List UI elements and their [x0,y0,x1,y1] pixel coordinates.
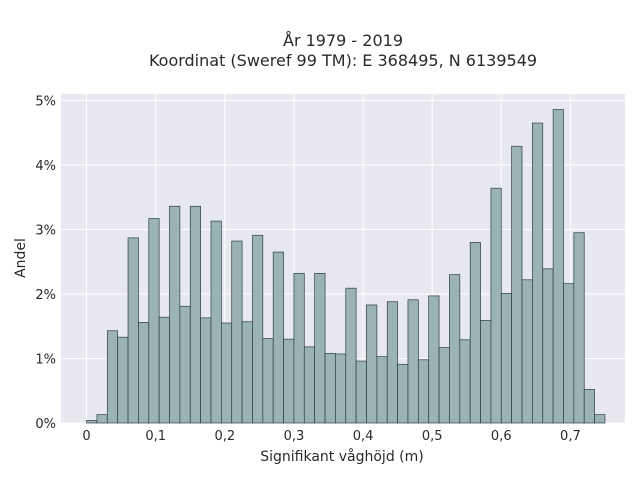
histogram-bar [469,242,481,424]
histogram-bar [272,251,284,424]
histogram-bar [500,292,512,424]
y-axis-label: Andel [13,238,29,278]
x-tick-label: 0,1 [145,429,166,444]
histogram-bar [459,339,471,424]
histogram-bar [283,338,295,424]
histogram-bar [490,187,502,424]
histogram-bar [200,317,212,424]
histogram-bar [511,145,523,424]
histogram-bar [376,356,388,424]
x-axis-ticks: 0 0,1 0,2 0,3 0,4 0,5 0,6 0,7 [82,429,580,444]
y-tick-label: 4% [35,159,56,174]
histogram-bars [86,109,606,424]
histogram-bar [438,347,450,424]
chart-title-line1: År 1979 - 2019 [283,31,403,50]
y-tick-label: 1% [35,352,56,367]
histogram-bar [563,283,575,424]
histogram-bar [532,122,544,424]
histogram-bar [573,232,585,424]
x-tick-label: 0,5 [422,429,443,444]
histogram-bar [397,363,409,424]
histogram-bar [189,205,201,424]
x-tick-label: 0,7 [560,429,581,444]
chart-title-line2: Koordinat (Sweref 99 TM): E 368495, N 61… [149,51,537,70]
histogram-bar [138,322,150,424]
y-axis-ticks: 0% 1% 2% 3% 4% 5% [35,94,56,432]
x-tick-label: 0,3 [284,429,305,444]
histogram-bar [594,414,606,424]
histogram-bar [262,338,274,424]
x-axis-label: Signifikant våghöjd (m) [260,448,423,465]
histogram-bar [117,336,129,424]
histogram-bar [241,321,253,424]
histogram-bar [127,237,139,424]
x-tick-label: 0,4 [353,429,374,444]
histogram-bar [552,109,564,424]
histogram-bar [366,304,378,424]
histogram-bar [314,272,326,424]
histogram-bar [158,316,170,424]
histogram-bar [449,274,461,424]
histogram-bar [480,320,492,424]
histogram-bar [179,305,191,424]
histogram-bar [417,359,430,424]
histogram-bar [583,389,595,424]
y-tick-label: 2% [35,288,56,303]
histogram-bar [386,301,398,424]
histogram-bar [293,272,305,424]
histogram-bar [148,218,160,424]
histogram-bar [345,287,357,424]
histogram-bar [86,420,98,424]
histogram-bar [542,268,554,424]
histogram-bar [169,205,181,424]
histogram-bar [303,346,316,424]
histogram-bar [407,299,419,424]
histogram-bar [96,414,108,424]
y-tick-label: 3% [35,223,56,238]
histogram-bar [252,234,264,424]
y-tick-label: 0% [35,417,56,432]
histogram-bar [231,240,243,424]
histogram-bar [335,353,347,424]
x-tick-label: 0,2 [214,429,235,444]
histogram-bar [324,352,336,424]
histogram-bar [221,322,233,424]
histogram-bar [355,360,367,424]
x-tick-label: 0 [82,429,90,444]
histogram-bar [210,220,222,424]
y-tick-label: 5% [35,94,56,109]
histogram-bar [428,295,440,424]
histogram-bar [106,330,119,424]
x-tick-label: 0,6 [491,429,512,444]
histogram-bar [521,279,533,424]
